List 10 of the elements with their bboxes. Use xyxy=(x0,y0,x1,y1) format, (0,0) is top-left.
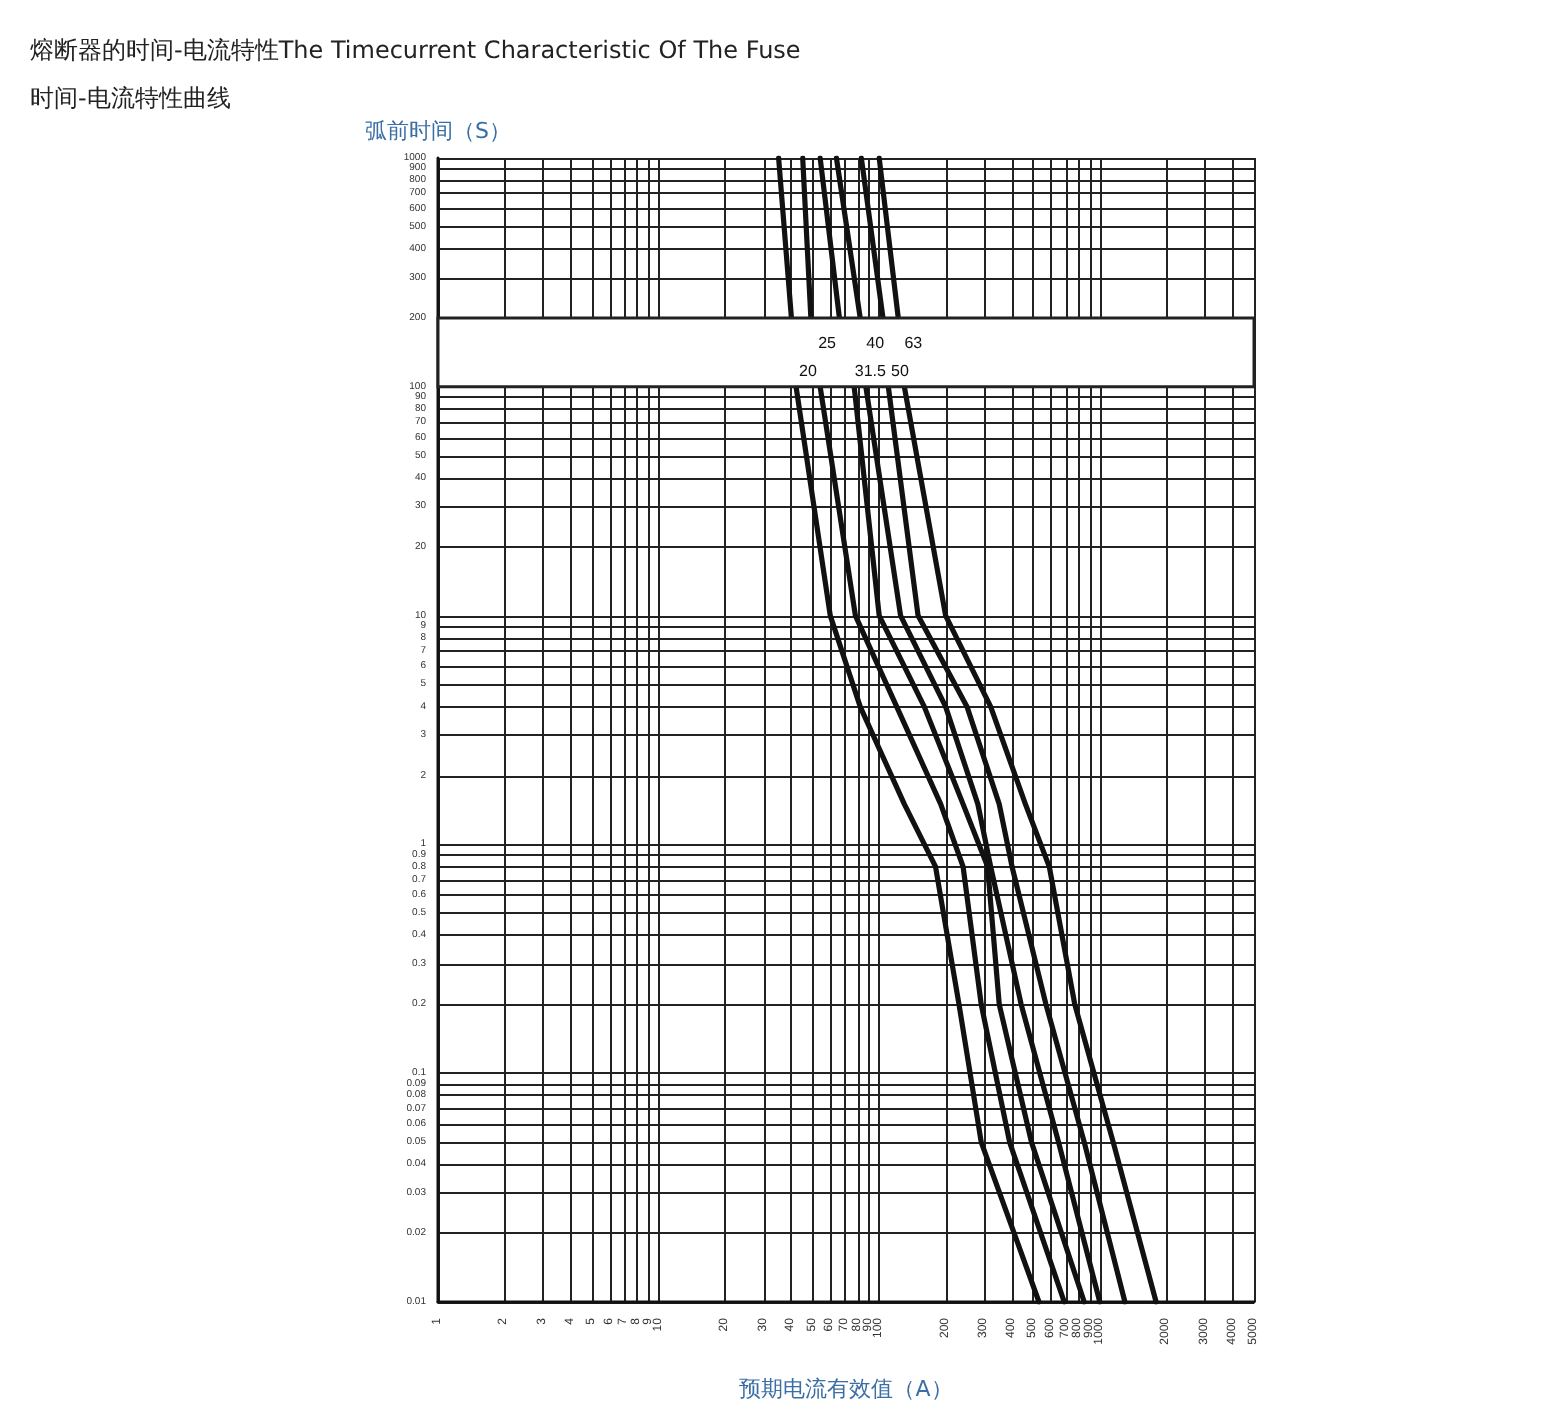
chart-title: 熔断器的时间-电流特性The Timecurrent Characteristic Of The Fuse xyxy=(30,36,801,64)
series-label: 20 xyxy=(799,361,818,380)
series-label: 25 xyxy=(818,333,838,352)
y-axis-title: 弧前时间（S） xyxy=(365,118,511,144)
series-label: 31.5 xyxy=(854,361,887,380)
series-label: 40 xyxy=(866,333,886,352)
series-label: 50 xyxy=(891,361,910,380)
text: 时间-电流特性曲线 xyxy=(30,84,231,112)
x-axis-title: 预期电流有效值（A） xyxy=(739,1376,953,1402)
series-label: 63 xyxy=(904,333,924,352)
